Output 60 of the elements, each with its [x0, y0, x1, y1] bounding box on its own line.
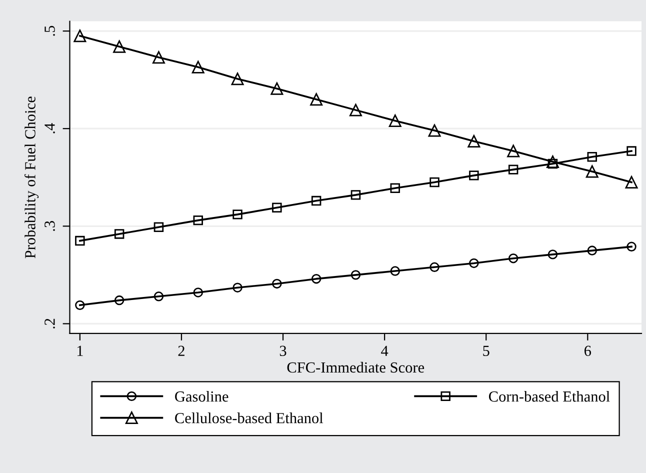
point [114, 295, 124, 306]
legend-label: Corn-based Ethanol [488, 390, 610, 402]
point [587, 152, 597, 162]
legend-label: Cellulose-based Ethanol [175, 412, 324, 424]
point [193, 288, 203, 298]
point [430, 262, 440, 272]
point [587, 246, 597, 256]
point [625, 176, 638, 189]
y-tick-label: .5 [44, 26, 55, 36]
point [113, 40, 126, 53]
point [74, 30, 86, 42]
x-tick-label: 5 [483, 346, 490, 356]
point [390, 183, 400, 193]
point [75, 300, 85, 310]
point [428, 124, 441, 137]
point [548, 250, 558, 260]
point [311, 274, 322, 284]
point [350, 270, 361, 280]
point [430, 177, 440, 188]
point [154, 292, 164, 302]
point [152, 51, 165, 64]
point [232, 282, 242, 292]
legend-label: Gasoline [175, 390, 228, 402]
point [272, 202, 282, 212]
point [468, 135, 480, 148]
point [231, 72, 244, 86]
x-axis-title: CFC-Immediate Score [287, 362, 424, 373]
point [350, 190, 361, 200]
point [508, 253, 518, 264]
point [390, 266, 400, 276]
point [192, 60, 204, 74]
point [232, 210, 242, 220]
y-tick-label: .4 [44, 123, 55, 134]
point [507, 144, 520, 158]
x-tick-label: 3 [280, 346, 286, 356]
point [586, 165, 598, 178]
y-tick-label: .3 [44, 221, 55, 231]
x-tick-label: 2 [178, 346, 184, 356]
y-axis-title: Probability of Fuel Choice [24, 96, 39, 258]
y-tick-label: .2 [44, 318, 55, 328]
point [272, 278, 282, 289]
point [548, 158, 558, 169]
x-tick-label: 1 [77, 346, 83, 356]
point [154, 222, 164, 232]
x-tick-label: 6 [584, 346, 592, 356]
point [311, 196, 322, 206]
point [193, 215, 203, 226]
point [75, 236, 85, 246]
point [469, 258, 479, 268]
point [114, 229, 124, 239]
point [626, 242, 636, 252]
x-tick-label: 4 [381, 346, 388, 356]
point [388, 114, 402, 128]
point [508, 164, 518, 174]
point [349, 104, 362, 116]
point [626, 146, 636, 156]
point [469, 170, 479, 180]
point [310, 93, 323, 106]
point [270, 82, 284, 95]
point [546, 156, 559, 168]
